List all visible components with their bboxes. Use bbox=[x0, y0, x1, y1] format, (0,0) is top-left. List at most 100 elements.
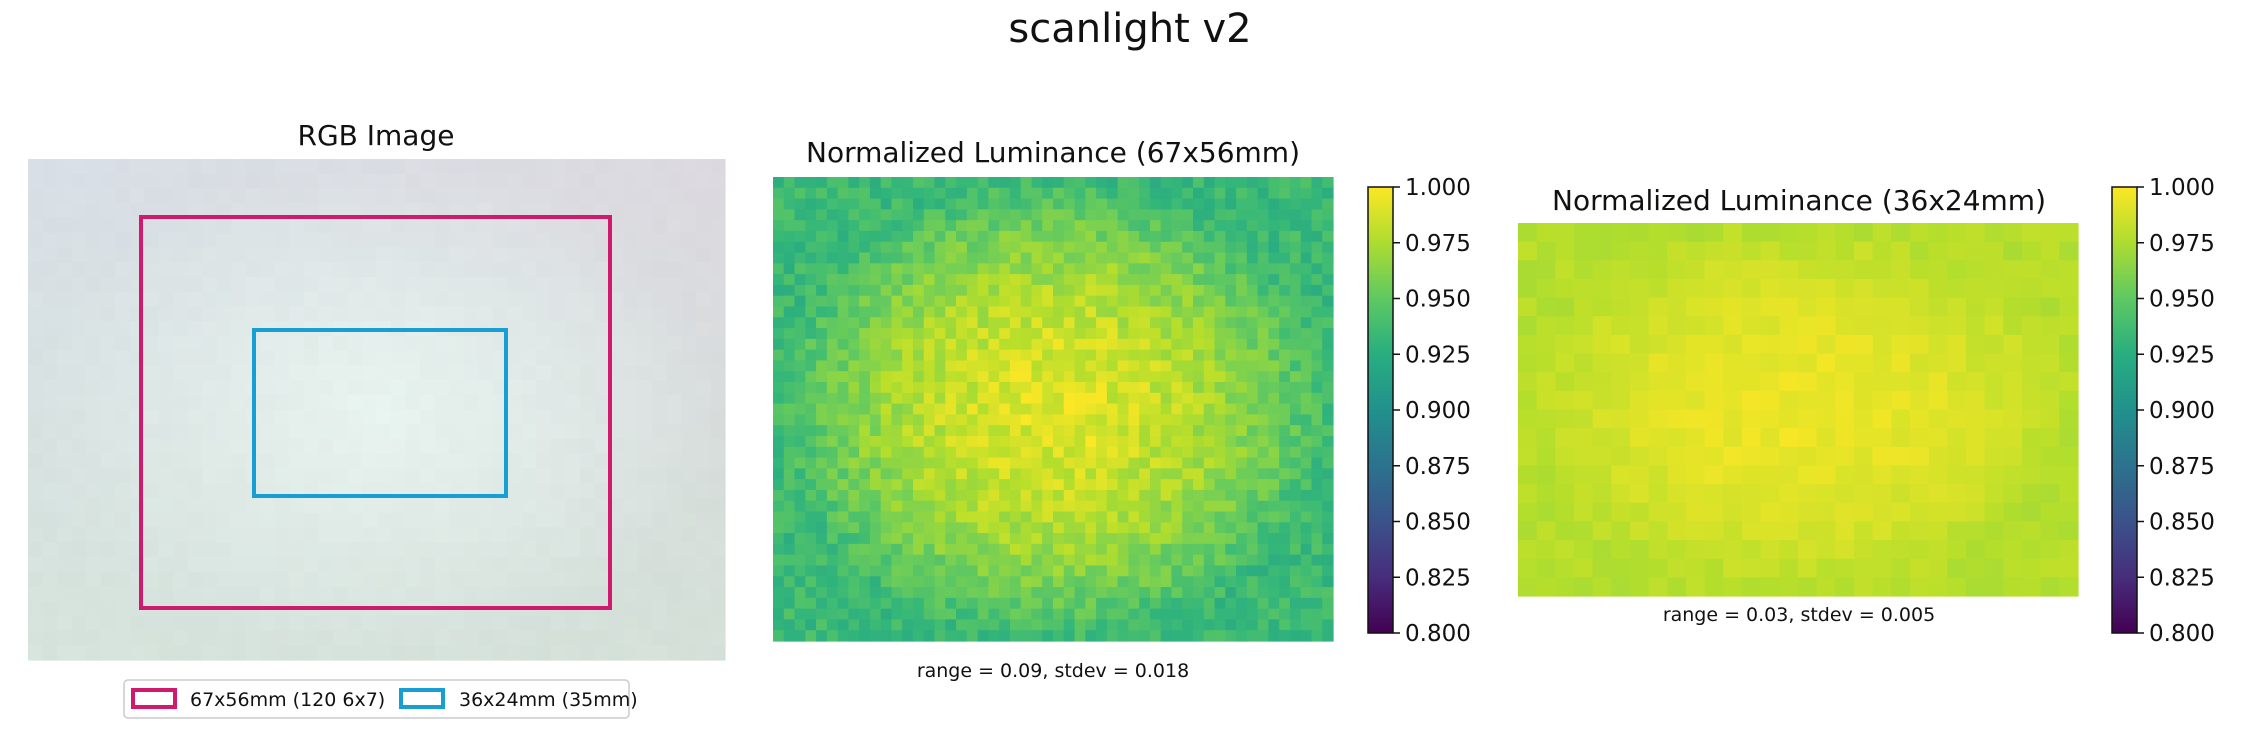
heatmap-cell bbox=[1128, 295, 1140, 308]
rgb-pixel bbox=[274, 453, 290, 470]
heatmap-cell bbox=[1322, 371, 1334, 383]
heatmap-cell bbox=[816, 414, 828, 426]
heatmap-cell bbox=[1009, 500, 1022, 513]
rgb-pixel bbox=[550, 483, 566, 499]
heatmap-cell bbox=[1214, 392, 1226, 405]
rgb-pixel bbox=[57, 291, 73, 307]
heatmap-cell bbox=[880, 565, 893, 577]
rgb-pixel bbox=[608, 291, 624, 307]
heatmap-cell bbox=[1171, 349, 1183, 362]
heatmap-cell bbox=[1171, 608, 1183, 621]
heatmap-cell bbox=[1322, 328, 1334, 340]
heatmap-cell bbox=[880, 274, 893, 286]
heatmap-cell bbox=[1009, 328, 1022, 340]
rgb-pixel bbox=[449, 586, 465, 602]
rgb-pixel bbox=[623, 335, 639, 352]
heatmap-cell bbox=[1268, 371, 1280, 383]
heatmap-cell bbox=[1928, 465, 1948, 485]
rgb-pixel bbox=[492, 247, 508, 263]
heatmap-cell bbox=[826, 241, 839, 254]
heatmap-cell bbox=[1300, 554, 1313, 567]
colorbar-tick-label: 0.925 bbox=[1405, 342, 1471, 368]
rgb-pixel bbox=[216, 247, 232, 263]
heatmap-cell bbox=[869, 414, 882, 426]
rgb-pixel bbox=[71, 615, 87, 632]
heatmap-cell bbox=[773, 414, 785, 426]
heatmap-cell bbox=[1667, 260, 1687, 280]
rgb-pixel bbox=[652, 159, 668, 175]
rgb-pixel bbox=[361, 380, 378, 396]
rgb-pixel bbox=[463, 232, 479, 249]
heatmap-cell bbox=[1149, 468, 1162, 480]
heatmap-cell bbox=[1648, 353, 1668, 373]
heatmap-cell bbox=[1214, 371, 1226, 383]
heatmap-cell bbox=[1742, 278, 1762, 299]
heatmap-cell bbox=[1257, 608, 1269, 621]
heatmap-cell bbox=[1704, 241, 1724, 261]
heatmap-cell bbox=[902, 360, 914, 372]
heatmap-cell bbox=[1667, 465, 1687, 485]
rgb-pixel bbox=[173, 556, 189, 573]
heatmap-cell bbox=[2059, 577, 2079, 597]
heatmap-cell bbox=[1106, 371, 1119, 383]
heatmap-cell bbox=[1085, 263, 1097, 275]
heatmap-cell bbox=[1106, 619, 1119, 631]
rgb-pixel bbox=[332, 512, 349, 528]
heatmap-cell bbox=[1085, 284, 1097, 297]
heatmap-cell bbox=[869, 360, 882, 372]
heatmap-cell bbox=[902, 425, 914, 437]
heatmap-cell bbox=[1009, 392, 1022, 405]
heatmap-cell bbox=[1085, 198, 1097, 210]
heatmap-cell bbox=[1096, 392, 1108, 405]
heatmap-cell bbox=[934, 554, 946, 567]
rgb-pixel bbox=[463, 571, 479, 587]
heatmap-cell bbox=[1096, 317, 1108, 329]
heatmap-cell bbox=[2059, 390, 2079, 411]
heatmap-cell bbox=[999, 230, 1011, 243]
heatmap-cell bbox=[880, 317, 893, 329]
heatmap-cell bbox=[826, 295, 839, 308]
heatmap-cell bbox=[2059, 334, 2079, 355]
heatmap-cell bbox=[1171, 382, 1183, 394]
heatmap-cell bbox=[1160, 241, 1173, 254]
heatmap-cell bbox=[913, 198, 925, 210]
heatmap-cell bbox=[880, 522, 893, 534]
rgb-pixel bbox=[274, 247, 290, 263]
rgb-pixel bbox=[173, 217, 189, 234]
rgb-pixel bbox=[434, 438, 450, 455]
heatmap-cell bbox=[859, 306, 871, 318]
heatmap-cell bbox=[794, 317, 806, 329]
heatmap-cell bbox=[1779, 223, 1799, 243]
heatmap-cell bbox=[773, 382, 785, 394]
heatmap-cell bbox=[902, 230, 914, 243]
heatmap-cell bbox=[859, 511, 871, 523]
rgb-pixel bbox=[681, 424, 697, 440]
heatmap-cell bbox=[1020, 554, 1033, 567]
heatmap-cell bbox=[913, 328, 925, 340]
heatmap-cell bbox=[783, 177, 796, 189]
heatmap-cell bbox=[869, 274, 882, 286]
rgb-pixel bbox=[608, 424, 624, 440]
heatmap-cell bbox=[1246, 220, 1259, 232]
rgb-pixel bbox=[565, 321, 581, 337]
rgb-pixel bbox=[623, 438, 639, 455]
rgb-pixel bbox=[550, 394, 566, 411]
rgb-pixel bbox=[637, 232, 653, 249]
heatmap-cell bbox=[1574, 484, 1594, 504]
heatmap-cell bbox=[816, 533, 828, 545]
heatmap-cell bbox=[1160, 187, 1173, 200]
heatmap-cell bbox=[794, 295, 806, 308]
rgb-pixel bbox=[173, 276, 189, 293]
rgb-pixel bbox=[42, 247, 58, 263]
rgb-pixel bbox=[710, 394, 726, 411]
rgb-pixel bbox=[565, 365, 581, 381]
heatmap-cell bbox=[1182, 284, 1194, 297]
rgb-pixel bbox=[86, 291, 102, 307]
rgb-pixel bbox=[695, 468, 712, 484]
heatmap-cell bbox=[1031, 392, 1043, 405]
rgb-pixel bbox=[565, 350, 581, 366]
heatmap-cell bbox=[1268, 284, 1280, 297]
heatmap-cell bbox=[891, 338, 903, 351]
rgb-pixel bbox=[637, 188, 653, 204]
rgb-pixel bbox=[115, 542, 131, 558]
